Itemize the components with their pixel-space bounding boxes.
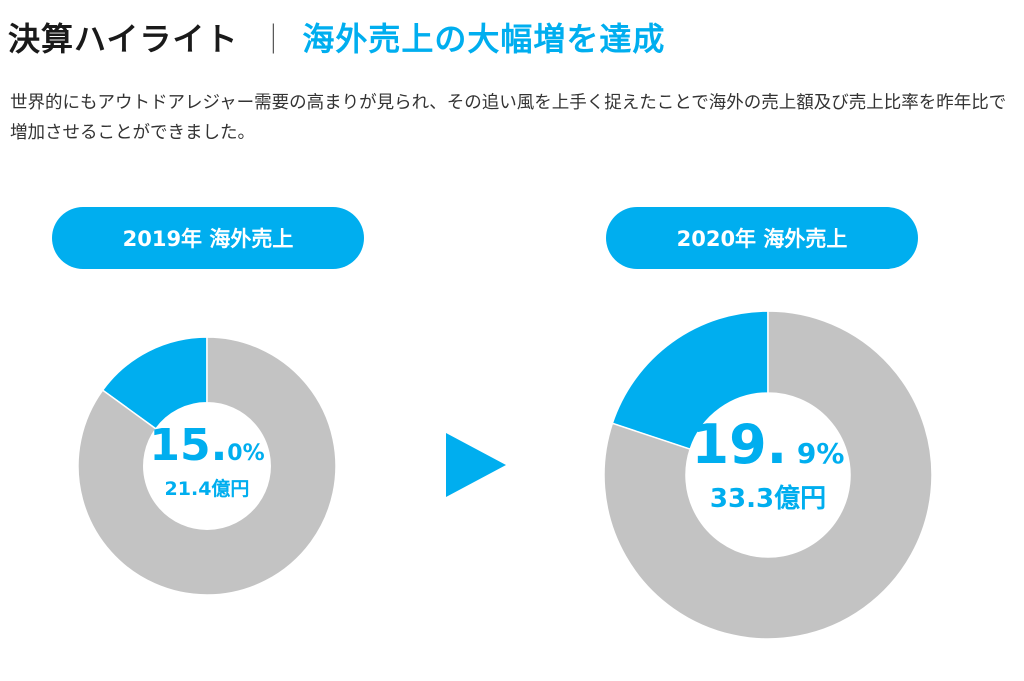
arrow-shape xyxy=(446,433,506,497)
donut-slice-2020-overseas xyxy=(611,310,769,451)
title-row: 決算ハイライト ｜ 海外売上の大幅増を達成 xyxy=(8,14,665,60)
amount-label-2019: 21.4億円 xyxy=(164,478,250,500)
percent-integer-2019: 15. xyxy=(149,420,228,471)
percent-integer-2020: 19. xyxy=(691,413,788,476)
percent-decimal-2019: 0% xyxy=(227,441,265,466)
page-title: 決算ハイライト xyxy=(8,20,239,58)
donut-center-2019: 15.0% 21.4億円 xyxy=(127,424,287,501)
chart-title-2020: 2020年 海外売上 xyxy=(606,207,918,269)
description-text: 世界的にもアウトドアレジャー需要の高まりが見られ、その追い風を上手く捉えたことで… xyxy=(10,93,1007,143)
percent-decimal-2020: 9% xyxy=(787,437,845,470)
donut-slice-2020-remainder xyxy=(603,310,933,640)
chart-title-2019: 2019年 海外売上 xyxy=(52,207,364,269)
donut-chart-2020 xyxy=(603,310,933,640)
title-separator: ｜ xyxy=(258,23,289,58)
donut-slice-2019-remainder xyxy=(77,336,337,596)
donut-center-2020: 19. 9% 33.3億円 xyxy=(668,418,868,515)
donut-chart-2019 xyxy=(77,336,337,596)
amount-label-2020: 33.3億円 xyxy=(709,484,827,514)
page-subtitle: 海外売上の大幅増を達成 xyxy=(302,20,666,58)
play-triangle-icon xyxy=(446,433,506,497)
